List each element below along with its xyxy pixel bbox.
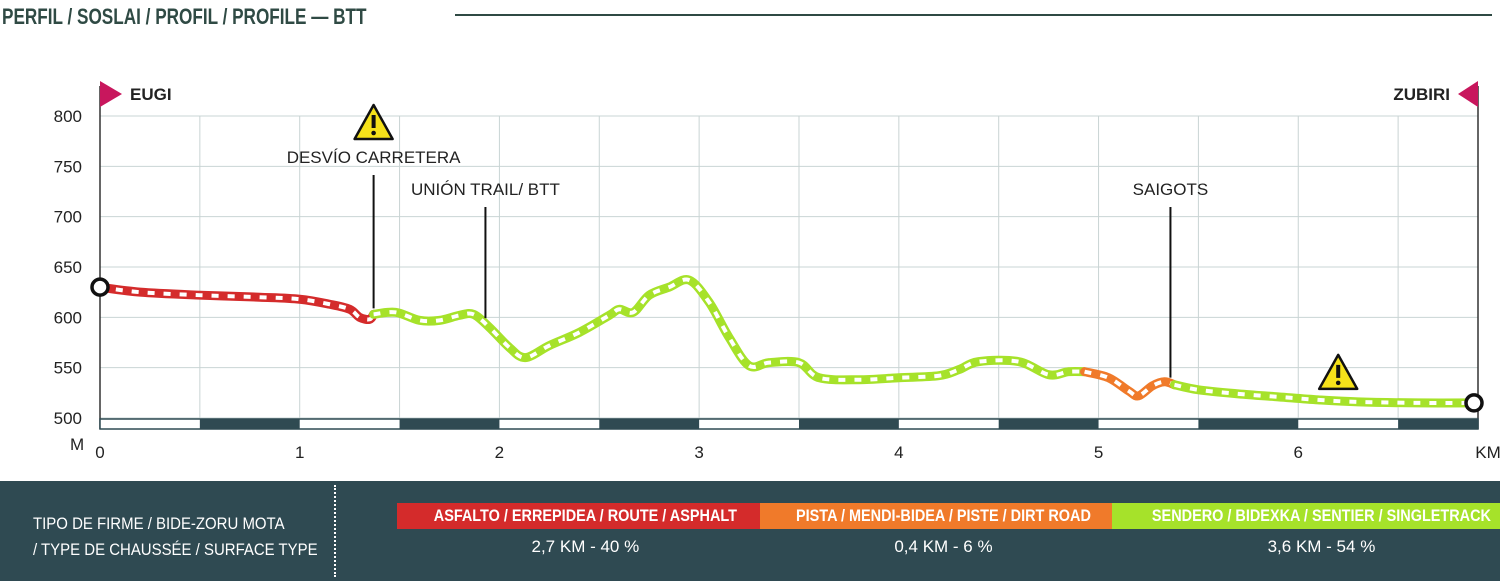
elevation-chart: 500 550 600 650 700 750 800 M 0 1 2 3 4 5 6 KM EUGI ZUBI… [54, 81, 1500, 462]
page-title: PERFIL / SOSLAI / PROFIL / PROFILE — BTT [2, 4, 367, 29]
distance-strip-band [399, 419, 500, 429]
header: PERFIL / SOSLAI / PROFIL / PROFILE — BTT [0, 0, 1500, 32]
warning-dot [1335, 380, 1341, 386]
y-tick-label: 700 [54, 208, 82, 227]
x-axis-title: KM [1475, 443, 1500, 462]
asphalt-label: ASFALTO / ERREPIDEA / ROUTE / ASPHALT [433, 506, 737, 525]
y-tick-label: 800 [54, 107, 82, 126]
start-flag-icon [100, 81, 122, 107]
annotation-label: UNIÓN TRAIL/ BTT [411, 180, 560, 199]
profile-segment-asphalt [95, 282, 379, 324]
distance-strip-band [998, 419, 1099, 429]
annotation-label: DESVÍO CARRETERA [287, 148, 461, 167]
y-tick-label: 650 [54, 258, 82, 277]
y-tick-label: 550 [54, 359, 82, 378]
singletrack-value: 3,6 KM - 54 % [1267, 537, 1376, 556]
dirt-swatch: PISTA / MENDI-BIDEA / PISTE / DIRT ROAD [760, 503, 1127, 529]
x-tick-label: 0 [95, 443, 104, 462]
annotation-label: SAIGOTS [1133, 180, 1209, 199]
warning-mark [1336, 364, 1341, 378]
header-rule [455, 14, 1492, 16]
profile-segment-singletrack [1169, 380, 1483, 408]
end-point-marker [1464, 393, 1484, 413]
warning-icon [1317, 353, 1359, 391]
legend-item-singletrack: SENDERO / BIDEXKA / SENTIER / SINGLETRAC… [1112, 503, 1500, 557]
distance-strip-band [599, 419, 700, 429]
asphalt-swatch: ASFALTO / ERREPIDEA / ROUTE / ASPHALT [397, 503, 774, 529]
distance-strip-band [1198, 419, 1299, 429]
start-point-marker [90, 277, 110, 297]
surface-type-label: TIPO DE FIRME / BIDE-ZORU MOTA / TYPE DE… [33, 511, 318, 563]
legend-divider [334, 485, 336, 577]
x-tick-label: 2 [495, 443, 504, 462]
start-label: EUGI [130, 85, 172, 104]
distance-strip-band [798, 419, 899, 429]
dirt-value: 0,4 KM - 6 % [894, 537, 993, 556]
distance-strip-band [199, 419, 300, 429]
singletrack-label: SENDERO / BIDEXKA / SENTIER / SINGLETRAC… [1151, 506, 1492, 525]
x-tick-label: 6 [1294, 443, 1303, 462]
x-tick-label: 5 [1094, 443, 1103, 462]
dirt-label: PISTA / MENDI-BIDEA / PISTE / DIRT ROAD [796, 506, 1091, 525]
warning-dot [371, 130, 376, 136]
surface-type-label-line1: TIPO DE FIRME / BIDE-ZORU MOTA [33, 514, 285, 533]
warning-mark [371, 115, 376, 128]
y-axis-title: M [70, 435, 84, 454]
elevation-profile [90, 275, 1484, 413]
surface-type-label-line2: / TYPE DE CHAUSSÉE / SURFACE TYPE [33, 540, 318, 559]
y-tick-label: 500 [54, 409, 82, 428]
chart-annotations: EUGI ZUBIRI DESVÍO CARRETERA UNIÓN TRAIL/ B… [100, 81, 1478, 391]
distance-strip-band [1398, 419, 1478, 429]
profile-segment-singletrack [369, 275, 1090, 385]
asphalt-value: 2,7 KM - 40 % [531, 537, 640, 556]
y-tick-label: 600 [54, 308, 82, 327]
legend-item-asphalt: ASFALTO / ERREPIDEA / ROUTE / ASPHALT 2,… [397, 503, 774, 557]
end-label: ZUBIRI [1393, 85, 1450, 104]
x-tick-label: 3 [694, 443, 703, 462]
legend-item-dirt: PISTA / MENDI-BIDEA / PISTE / DIRT ROAD … [760, 503, 1127, 557]
chart-grid [100, 115, 1478, 429]
end-flag-icon [1458, 81, 1478, 107]
warning-icon [353, 103, 394, 141]
y-tick-label: 750 [54, 157, 82, 176]
chart-axes: 500 550 600 650 700 750 800 M 0 1 2 3 4 5 6 KM [54, 86, 1500, 462]
singletrack-swatch: SENDERO / BIDEXKA / SENTIER / SINGLETRAC… [1112, 503, 1500, 529]
profile-dashes-asphalt [99, 285, 376, 322]
profile-segment-dirt [1080, 367, 1179, 401]
surface-legend-panel: TIPO DE FIRME / BIDE-ZORU MOTA / TYPE DE… [0, 481, 1500, 581]
x-tick-label: 4 [894, 443, 903, 462]
x-tick-label: 1 [295, 443, 304, 462]
